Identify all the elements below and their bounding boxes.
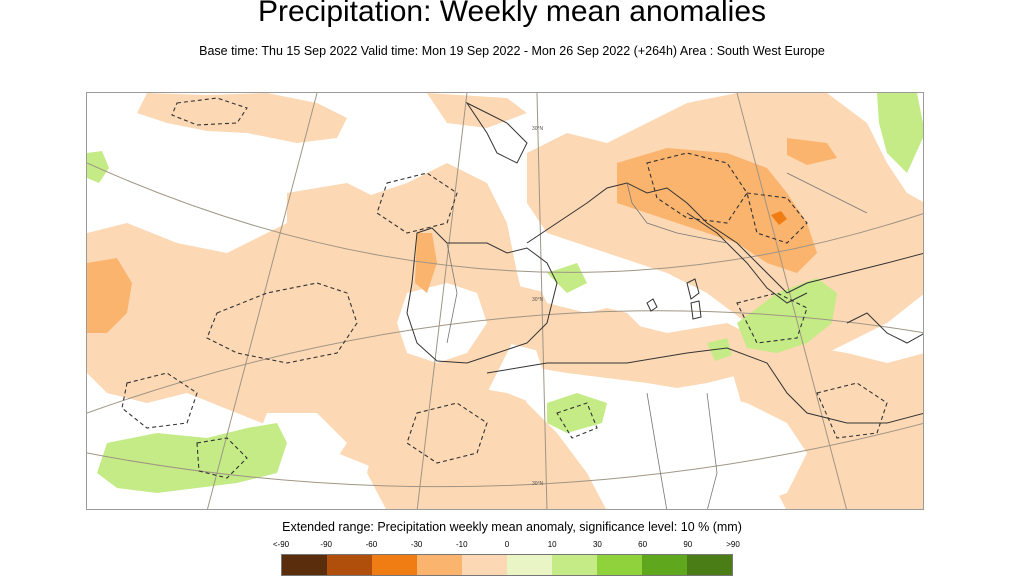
legend-swatch bbox=[327, 555, 372, 575]
border-hungary-serbia bbox=[786, 172, 868, 214]
border-spain-portugal bbox=[446, 242, 458, 344]
grid-label-south: 30°N bbox=[532, 481, 544, 487]
dry-area-gulf-of-lion bbox=[547, 263, 587, 293]
legend-label: 0 bbox=[504, 540, 510, 549]
anomaly-area-north-atlantic bbox=[137, 93, 347, 143]
dry-area-algeria bbox=[547, 393, 607, 433]
dry-area-east-europe bbox=[877, 93, 923, 173]
legend-labels: <-90 -90 -60 -30 -10 0 10 30 60 90 >90 bbox=[273, 540, 740, 552]
legend-swatch bbox=[642, 555, 687, 575]
legend-label: 10 bbox=[547, 540, 557, 549]
meridian-far-west bbox=[207, 93, 318, 509]
map-title: Precipitation: Weekly mean anomalies bbox=[257, 0, 767, 28]
map-canvas: 30°N 30°N 30°N bbox=[87, 93, 923, 509]
border-algeria-tunisia bbox=[646, 392, 668, 509]
legend-label: >90 bbox=[726, 540, 740, 549]
anomaly-area-alps-italy bbox=[617, 148, 817, 273]
grid-label-central: 30°N bbox=[532, 297, 544, 303]
significance-contours bbox=[121, 97, 888, 479]
map-subtitle: Base time: Thu 15 Sep 2022 Valid time: M… bbox=[199, 44, 825, 58]
neutral-area-iberia bbox=[397, 283, 487, 363]
coastline-balearics bbox=[646, 298, 658, 312]
legend-swatch bbox=[597, 555, 642, 575]
legend-label: 90 bbox=[683, 540, 693, 549]
coastline-corsica bbox=[686, 278, 700, 300]
coastline-iberia bbox=[406, 227, 558, 364]
significance-contour-algeria bbox=[556, 402, 598, 439]
parallel-north bbox=[87, 162, 923, 273]
coastline-north-africa bbox=[486, 347, 923, 424]
dry-area-atlantic-west bbox=[87, 151, 109, 183]
coastline-sardinia bbox=[690, 300, 702, 320]
meridian-west bbox=[416, 93, 468, 509]
legend-swatch bbox=[462, 555, 507, 575]
significance-contour-atlantic-north bbox=[376, 172, 458, 234]
significance-contour-eastern-mediterranean bbox=[816, 382, 888, 439]
border-alpine bbox=[626, 182, 728, 244]
legend-label: 30 bbox=[592, 540, 602, 549]
coastlines bbox=[406, 101, 923, 424]
legend-title: Extended range: Precipitation weekly mea… bbox=[282, 520, 742, 534]
legend-label: <-90 bbox=[272, 540, 290, 549]
legend-swatch bbox=[282, 555, 327, 575]
legend-swatch bbox=[552, 555, 597, 575]
color-scale-bar bbox=[281, 554, 733, 576]
significance-contour-alps bbox=[646, 152, 748, 224]
legend-swatch bbox=[687, 555, 732, 575]
significance-contour-morocco bbox=[406, 402, 488, 464]
meridian-central bbox=[536, 93, 548, 509]
grid-label-north: 30°N bbox=[532, 126, 544, 132]
legend-label: -10 bbox=[456, 540, 468, 549]
dry-area-tunisia bbox=[707, 338, 732, 361]
anomaly-map[interactable]: 30°N 30°N 30°N bbox=[86, 92, 924, 510]
significance-contour-adriatic bbox=[746, 192, 808, 244]
anomaly-area-atlantic-central bbox=[287, 183, 387, 243]
significance-contour-canaries bbox=[196, 437, 248, 479]
strong-anomaly-area-balkans bbox=[771, 211, 787, 225]
parallel-south bbox=[87, 423, 923, 488]
legend-label: 60 bbox=[638, 540, 648, 549]
significance-contour-central-mediterranean bbox=[736, 292, 808, 344]
anomaly-area-north-sea bbox=[427, 93, 527, 128]
coastline-balkans bbox=[786, 253, 923, 294]
legend-label: -30 bbox=[410, 540, 423, 549]
significance-contour-north-atlantic bbox=[171, 97, 248, 126]
coastline-france-italy bbox=[526, 182, 788, 294]
country-borders bbox=[446, 172, 868, 509]
legend-label: -60 bbox=[365, 540, 378, 549]
anomaly-area-west-edge bbox=[87, 258, 132, 333]
dry-area-atlantic-southwest bbox=[97, 423, 287, 493]
medium-positive-anomaly-areas bbox=[87, 138, 837, 333]
coastline-british-isles bbox=[465, 101, 528, 164]
significance-contour-atlantic-central bbox=[206, 282, 358, 364]
meridian-east bbox=[736, 93, 847, 509]
legend-swatch bbox=[507, 555, 552, 575]
legend-label: -90 bbox=[320, 540, 332, 549]
border-libya bbox=[706, 392, 718, 509]
significance-contour-atlantic-west bbox=[121, 372, 198, 429]
legend-swatch bbox=[417, 555, 462, 575]
coastline-greece bbox=[846, 312, 923, 344]
legend-swatch bbox=[372, 555, 417, 575]
anomaly-area-hungary bbox=[787, 138, 837, 165]
coastline-italy-east bbox=[686, 212, 808, 304]
